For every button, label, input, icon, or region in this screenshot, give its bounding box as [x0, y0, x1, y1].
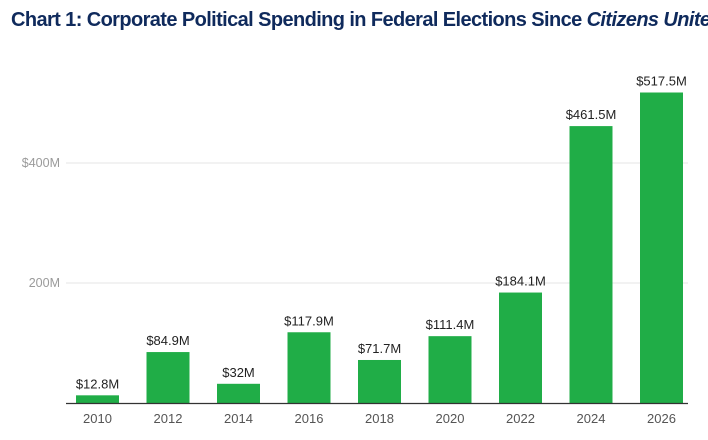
x-tick-label-2012: 2012 [154, 411, 183, 426]
data-label-2014: $32M [222, 365, 255, 380]
chart-title: Chart 1: Corporate Political Spending in… [11, 9, 708, 32]
bar-2014 [217, 383, 260, 403]
bar-2022 [499, 292, 542, 403]
chart-title-italic: Citizens United [586, 9, 708, 31]
y-tick-label-0: 200M [29, 276, 60, 290]
data-label-2022: $184.1M [495, 274, 546, 289]
data-label-2012: $84.9M [146, 333, 189, 348]
data-label-2010: $12.8M [76, 376, 119, 391]
data-label-2020: $111.4M [426, 317, 475, 332]
bar-2010 [76, 395, 119, 403]
data-label-2018: $71.7M [358, 341, 401, 356]
data-label-2024: $461.5M [566, 107, 617, 122]
labels: 200M $400M $12.8M 2010 $84.9M 2012 $32M 2014 $11… [22, 74, 687, 427]
bar-2020 [428, 336, 472, 403]
data-label-2026: $517.5M [636, 74, 687, 89]
chart-title-main: Chart 1: Corporate Political Spending in… [11, 9, 587, 31]
x-tick-label-2020: 2020 [436, 411, 465, 426]
data-label-2016: $117.9M [284, 313, 334, 328]
bars [76, 92, 683, 403]
x-tick-label-2022: 2022 [506, 411, 535, 426]
x-tick-label-2010: 2010 [83, 411, 112, 426]
bar-2026 [640, 92, 683, 403]
bar-2018 [358, 359, 401, 403]
x-tick-label-2014: 2014 [224, 411, 253, 426]
x-tick-label-2024: 2024 [577, 411, 606, 426]
bar-2024 [569, 126, 613, 403]
x-tick-label-2018: 2018 [365, 411, 394, 426]
x-tick-label-2016: 2016 [295, 411, 324, 426]
bar-2016 [287, 332, 331, 403]
bar-2012 [146, 352, 190, 403]
y-tick-label-1: $400M [22, 156, 60, 170]
x-tick-label-2026: 2026 [647, 411, 676, 426]
